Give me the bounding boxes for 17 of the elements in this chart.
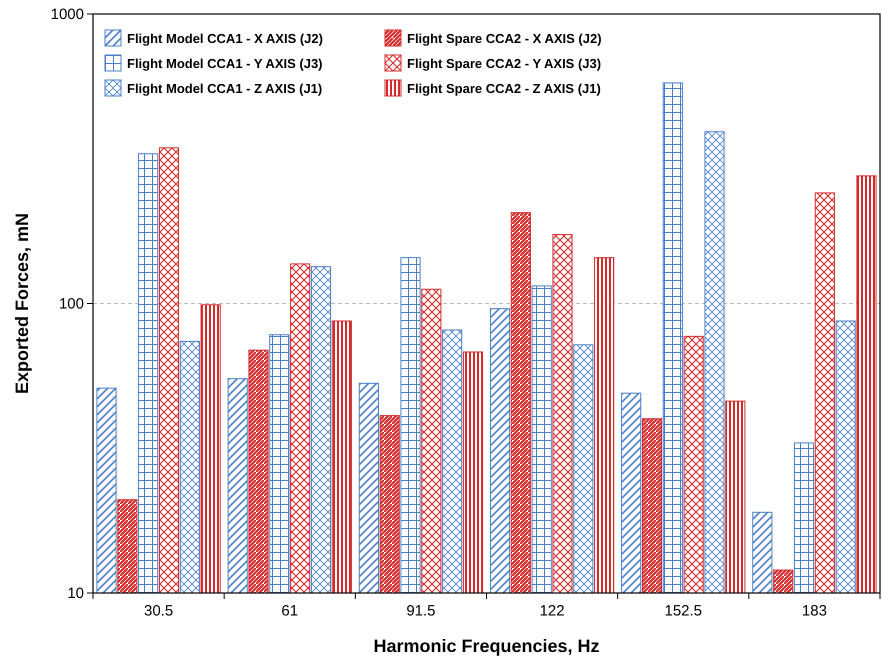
legend-label: Flight Model CCA1 - X AXIS (J2) xyxy=(127,31,323,46)
x-axis-title: Harmonic Frequencies, Hz xyxy=(373,636,600,656)
legend-label: Flight Spare CCA2 - Y AXIS (J3) xyxy=(407,56,602,71)
x-tick-label: 91.5 xyxy=(406,602,436,620)
legend-label: Flight Spare CCA2 - X AXIS (J2) xyxy=(407,31,602,46)
legend-label: Flight Model CCA1 - Z AXIS (J1) xyxy=(127,81,322,96)
y-axis-title: Exported Forces, mN xyxy=(12,212,32,394)
x-tick-label: 61 xyxy=(281,602,298,620)
x-tick-label: 152.5 xyxy=(664,602,702,620)
x-tick-label: 122 xyxy=(540,602,565,620)
x-tick-label: 30.5 xyxy=(144,602,174,620)
legend-label: Flight Spare CCA2 - Z AXIS (J1) xyxy=(407,81,601,96)
legend-label: Flight Model CCA1 - Y AXIS (J3) xyxy=(127,56,323,71)
y-tick-label: 100 xyxy=(58,295,84,312)
y-tick-label: 1000 xyxy=(50,6,84,23)
x-tick-label: 183 xyxy=(802,602,827,620)
y-tick-label: 10 xyxy=(67,584,84,602)
